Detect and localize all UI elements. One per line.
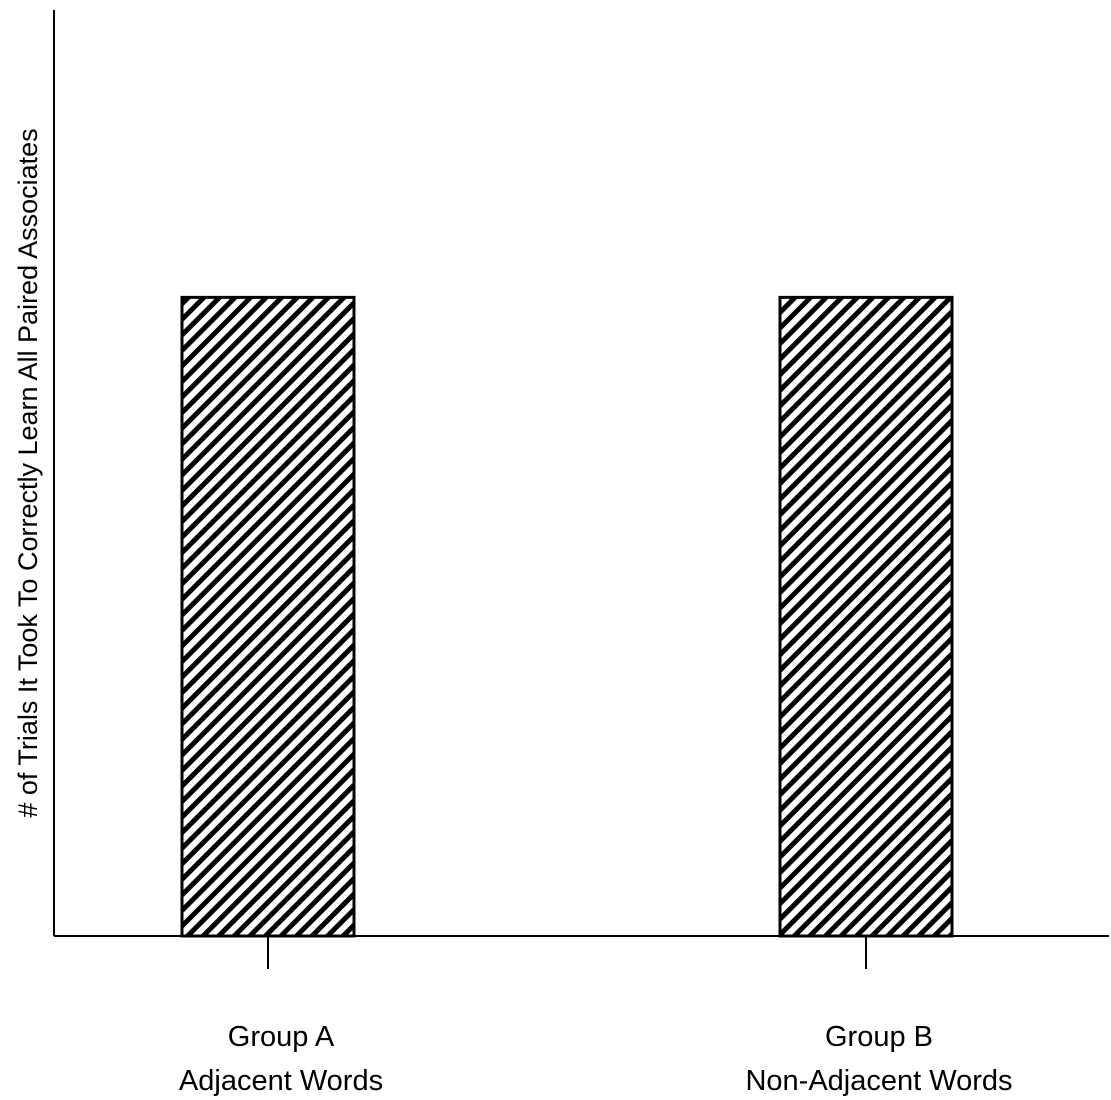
bar-1 [778,295,954,938]
x-ticks [267,936,867,969]
x-tick-label-1-line-1: Non-Adjacent Words [745,1065,1012,1097]
bar-0 [180,295,356,938]
x-tick-label-0-line-1: Adjacent Words [179,1065,383,1097]
x-tick-labels: Group A Adjacent Words Group B Non-Adjacent… [179,1021,1013,1097]
y-axis-title: # of Trials It Took To Correctly Learn A… [13,128,43,817]
x-tick-label-1-line-0: Group B [825,1021,933,1053]
bars-layer [180,295,954,938]
x-tick-label-0-line-0: Group A [228,1021,335,1053]
